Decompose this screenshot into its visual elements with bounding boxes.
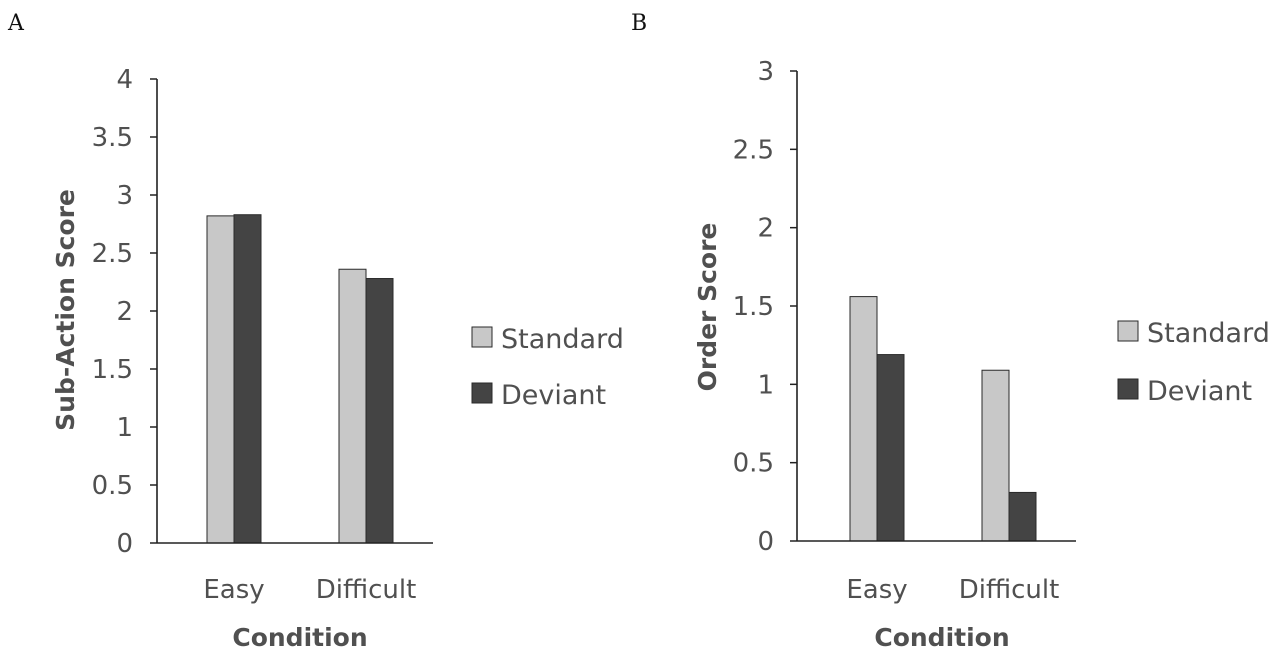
panel-a-legend-label-deviant: Deviant xyxy=(501,380,606,411)
panel-a-y-tick-label: 0 xyxy=(116,529,133,559)
panel-a-bar-deviant-difficult xyxy=(365,278,394,544)
panel-b-y-tick-label: 3 xyxy=(757,57,774,87)
panel-a-y-tick-label: 4 xyxy=(116,65,133,95)
panel-b-x-axis-title: Condition xyxy=(874,623,1009,652)
panel-a-y-tick-label: 0.5 xyxy=(92,471,133,501)
panel-a-bar-deviant-easy xyxy=(233,214,262,544)
panel-b-category-label: Easy xyxy=(846,575,907,605)
panel-b-bar-standard-easy xyxy=(849,296,878,542)
panel-a-y-tick-label: 1 xyxy=(116,413,133,443)
panel-a-bar-standard-difficult xyxy=(338,268,367,544)
panel-b-legend-label-deviant: Deviant xyxy=(1147,376,1252,407)
panel-b-bar-standard-difficult xyxy=(981,369,1010,542)
panel-a-legend-label-standard: Standard xyxy=(501,324,624,355)
panel-b-y-tick-label: 2 xyxy=(757,214,774,244)
panel-a-legend-swatch-deviant xyxy=(471,382,493,404)
panel-a-y-axis-title: Sub-Action Score xyxy=(51,189,80,431)
panel-b-y-axis-title: Order Score xyxy=(693,223,722,392)
panel-a-y-tick-label: 2.5 xyxy=(92,239,133,269)
panel-b-label: B xyxy=(631,11,647,36)
panel-b-bar-deviant-difficult xyxy=(1008,491,1037,542)
panel-b-category-label: Difficult xyxy=(959,575,1060,605)
panel-a-category-label: Easy xyxy=(203,575,264,605)
panel-a-bar-standard-easy xyxy=(206,215,235,544)
panel-b-y-tick-label: 0 xyxy=(757,527,774,557)
panel-b-y-tick-label: 0.5 xyxy=(733,449,774,479)
panel-a-y-tick-label: 3 xyxy=(116,181,133,211)
panel-a: A Condition Sub-Action Score 0 0.5 1 1.5 2 2.… xyxy=(7,11,624,652)
panel-a-y-tick-label: 2 xyxy=(116,297,133,327)
panel-b-y-tick-label: 1.5 xyxy=(733,292,774,322)
panel-b-legend-swatch-standard xyxy=(1117,320,1139,342)
panel-a-y-tick-label: 1.5 xyxy=(92,355,133,385)
panel-a-x-axis-title: Condition xyxy=(232,623,367,652)
panel-b-legend-swatch-deviant xyxy=(1117,378,1139,400)
panel-b-legend-label-standard: Standard xyxy=(1147,318,1270,349)
panel-a-label: A xyxy=(7,11,25,36)
panel-b-y-tick-label: 1 xyxy=(757,370,774,400)
panel-b-y-tick-label: 2.5 xyxy=(733,135,774,165)
panel-a-category-label: Difficult xyxy=(316,575,417,605)
panel-a-legend-swatch-standard xyxy=(471,326,493,348)
panel-b: B Condition Order Score 0 0.5 1 1.5 2 2.5 3 Eas… xyxy=(631,11,1270,652)
panel-b-bar-deviant-easy xyxy=(876,354,905,542)
panel-a-y-tick-label: 3.5 xyxy=(92,123,133,153)
